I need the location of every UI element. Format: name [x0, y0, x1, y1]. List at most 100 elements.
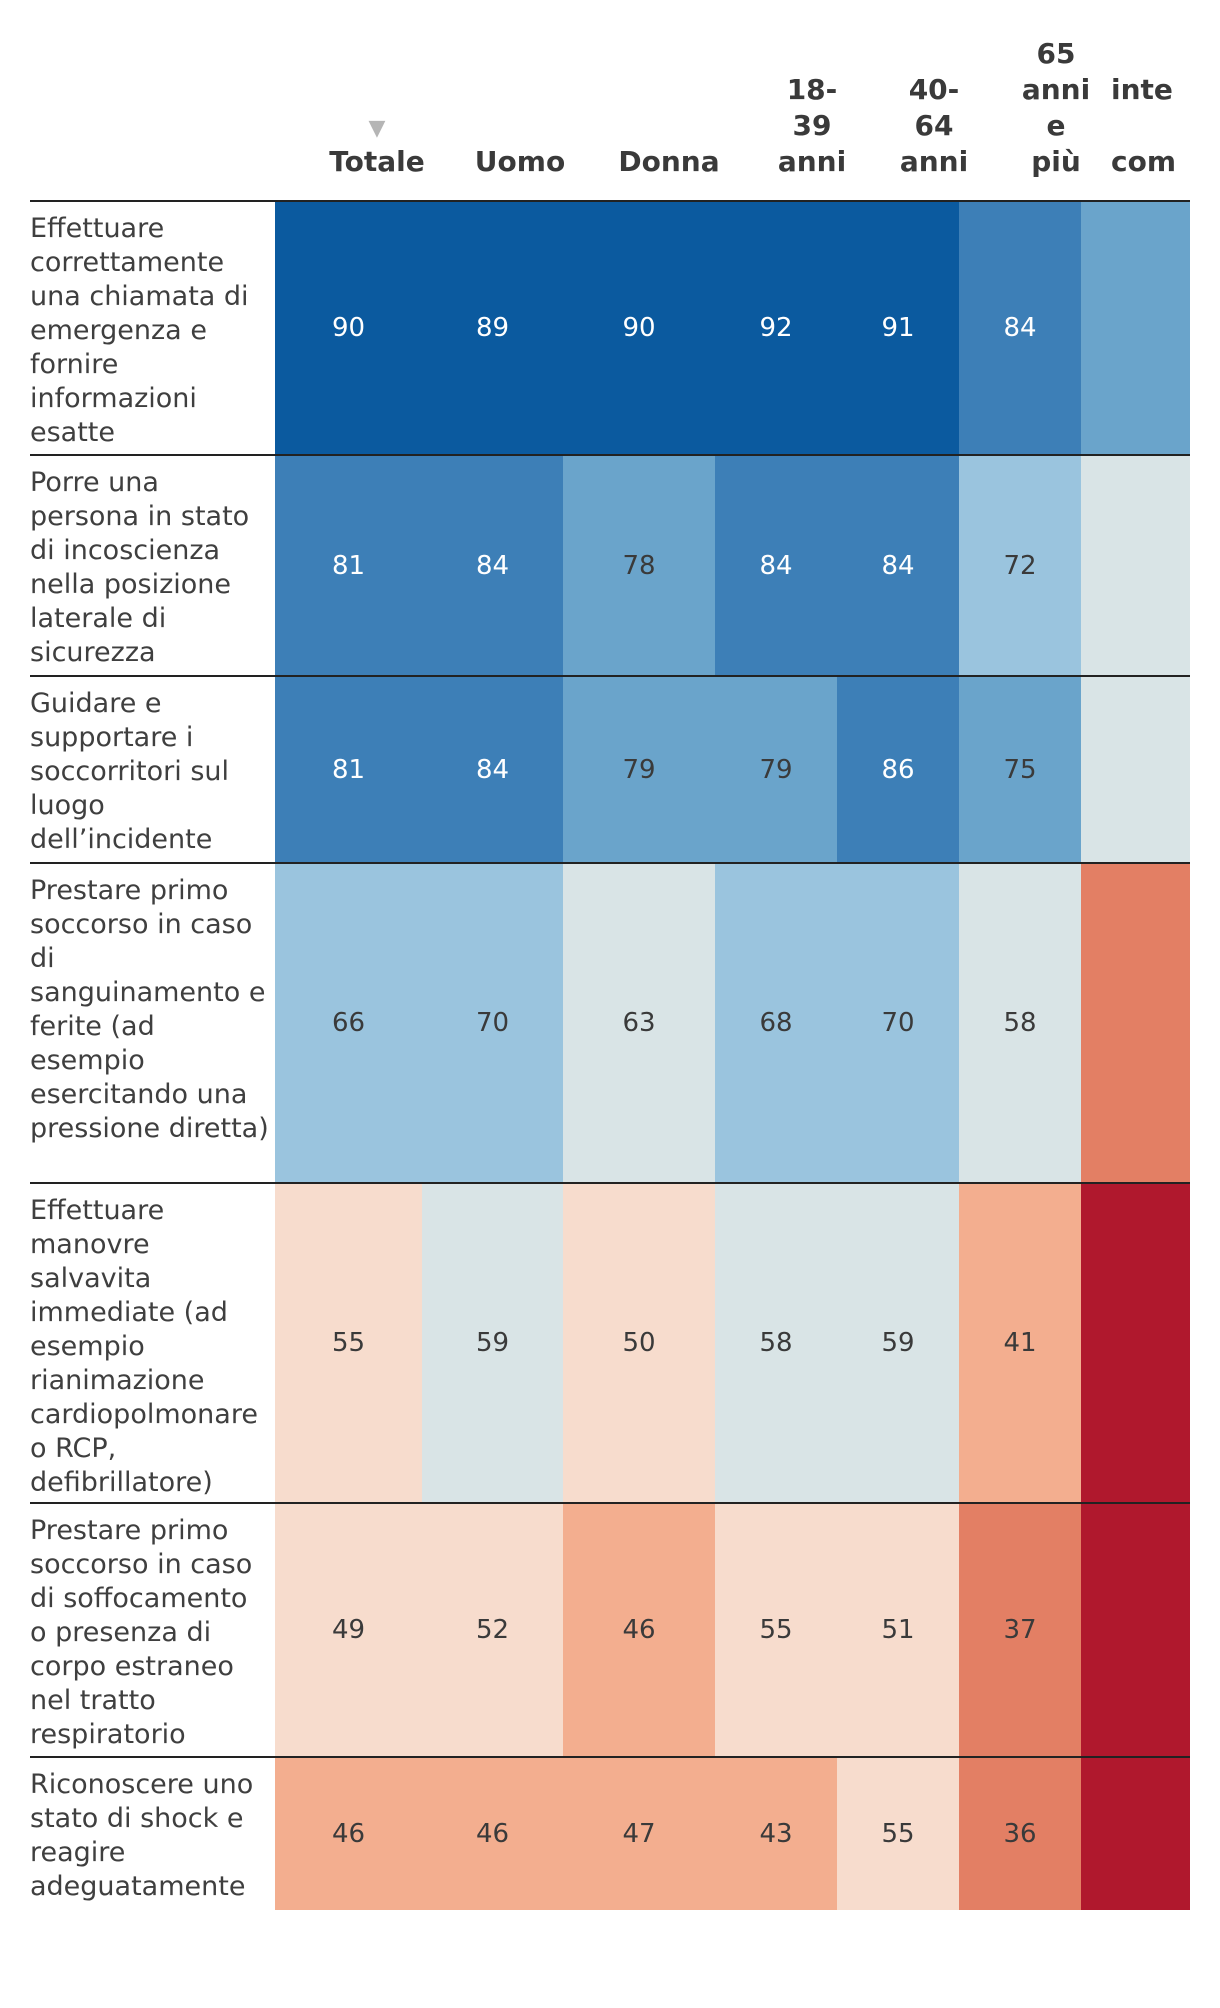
row-label: Prestare primo soccorso in caso di sangu… — [30, 875, 269, 1144]
row-label: Porre una persona in stato di incoscienz… — [30, 467, 250, 668]
column-header[interactable]: 65 anni e più — [1006, 0, 1106, 180]
cell-value: 43 — [759, 1819, 793, 1849]
cell-value: 84 — [759, 550, 793, 581]
cell-value: 46 — [622, 1615, 656, 1645]
column-header[interactable]: ▼ Totale — [307, 0, 447, 180]
row-label: Riconoscere uno stato di shock e reagire… — [30, 1769, 254, 1902]
row-divider — [30, 675, 1190, 677]
heatmap-cell: 78 — [563, 456, 715, 675]
cell-value: 84 — [475, 754, 510, 785]
heatmap-cell — [1081, 1504, 1190, 1756]
heatmap-cell: 46 — [563, 1504, 715, 1756]
heatmap-cell — [1081, 1758, 1190, 1910]
heatmap-cell: 81 — [275, 677, 422, 862]
heatmap-cell: 70 — [837, 864, 959, 1182]
row-divider — [30, 454, 1190, 456]
cell-value: 70 — [475, 1008, 510, 1038]
row-divider — [30, 1756, 1190, 1758]
heatmap-table: ▼ Totale Uomo Donna 18- 39 anni 40- 64 anni 65… — [30, 0, 1190, 1960]
row-divider — [30, 862, 1190, 864]
cell-value: 90 — [331, 313, 366, 343]
column-header-label: Uomo — [474, 145, 566, 178]
cell-value: 84 — [1003, 313, 1037, 343]
heatmap-cell: 81 — [275, 456, 422, 675]
heatmap-cell: 79 — [715, 677, 837, 862]
column-header-label: Donna — [618, 145, 720, 178]
heatmap-cell — [1081, 202, 1190, 454]
heatmap-cell: 58 — [959, 864, 1081, 1182]
cell-value: 81 — [331, 550, 366, 581]
heatmap-cell: 46 — [422, 1758, 563, 1910]
cell-value: 81 — [331, 754, 366, 785]
heatmap-cell: 51 — [837, 1504, 959, 1756]
column-header[interactable]: inte com — [1111, 0, 1190, 180]
heatmap-cell — [1081, 456, 1190, 675]
cell-value: 90 — [622, 313, 656, 343]
heatmap-cell: 79 — [563, 677, 715, 862]
heatmap-cell: 59 — [422, 1184, 563, 1502]
cell-value: 52 — [475, 1615, 510, 1645]
heatmap-cell: 41 — [959, 1184, 1081, 1502]
cell-value: 58 — [1003, 1008, 1037, 1038]
cell-value: 89 — [475, 313, 510, 343]
heatmap-cell: 90 — [275, 202, 422, 454]
heatmap-cell: 55 — [837, 1758, 959, 1910]
heatmap-cell: 47 — [563, 1758, 715, 1910]
heatmap-cell: 92 — [715, 202, 837, 454]
column-header[interactable]: Donna — [599, 0, 739, 180]
cell-value: 55 — [331, 1328, 366, 1358]
cell-value: 68 — [759, 1008, 793, 1038]
cell-value: 91 — [881, 313, 915, 343]
cell-value: 79 — [759, 754, 793, 785]
column-header[interactable]: Uomo — [450, 0, 590, 180]
cell-value: 41 — [1003, 1328, 1037, 1358]
row-label: Prestare primo soccorso in caso di soffo… — [30, 1515, 253, 1750]
column-header-label: Totale — [329, 145, 425, 178]
column-header-label: 18- 39 anni — [777, 73, 847, 178]
heatmap-cell: 72 — [959, 456, 1081, 675]
heatmap-cell: 84 — [422, 677, 563, 862]
column-header[interactable]: 40- 64 anni — [884, 0, 984, 180]
heatmap-cell: 50 — [563, 1184, 715, 1502]
row-label: Effettuare manovre salvavita immediate (… — [30, 1195, 258, 1498]
heatmap-cell: 86 — [837, 677, 959, 862]
cell-value: 79 — [622, 754, 656, 785]
heatmap-cell: 84 — [422, 456, 563, 675]
cell-value: 55 — [881, 1819, 915, 1849]
cell-value: 58 — [759, 1328, 793, 1358]
cell-value: 50 — [622, 1328, 656, 1358]
heatmap-cell: 63 — [563, 864, 715, 1182]
cell-value: 37 — [1003, 1615, 1037, 1645]
cell-value: 55 — [759, 1615, 793, 1645]
row-divider — [30, 1502, 1190, 1504]
cell-value: 86 — [881, 754, 915, 785]
row-label: Effettuare correttamente una chiamata di… — [30, 213, 249, 448]
heatmap-cell: 68 — [715, 864, 837, 1182]
heatmap-cell: 91 — [837, 202, 959, 454]
column-header-label: 65 anni e più — [1021, 37, 1091, 178]
row-divider — [30, 1182, 1190, 1184]
heatmap-cell: 90 — [563, 202, 715, 454]
cell-value: 59 — [881, 1328, 915, 1358]
cell-value: 47 — [622, 1819, 656, 1849]
heatmap-cell: 59 — [837, 1184, 959, 1502]
cell-value: 49 — [331, 1615, 366, 1645]
heatmap-cell: 37 — [959, 1504, 1081, 1756]
column-header-label: inte com — [1111, 73, 1177, 178]
heatmap-cell: 49 — [275, 1504, 422, 1756]
sort-descending-icon: ▼ — [368, 116, 386, 141]
heatmap-cell: 84 — [715, 456, 837, 675]
heatmap-cell: 75 — [959, 677, 1081, 862]
heatmap-cell: 70 — [422, 864, 563, 1182]
cell-value: 92 — [759, 313, 793, 343]
row-label: Guidare e supportare i soccorritori sul … — [30, 688, 229, 855]
cell-value: 59 — [475, 1328, 510, 1358]
heatmap-cell — [1081, 864, 1190, 1182]
heatmap-cell — [1081, 1184, 1190, 1502]
cell-value: 84 — [475, 550, 510, 581]
column-header[interactable]: 18- 39 anni — [762, 0, 862, 180]
heatmap-cell: 58 — [715, 1184, 837, 1502]
heatmap-cell: 84 — [959, 202, 1081, 454]
cell-value: 46 — [475, 1819, 510, 1849]
heatmap-cell: 55 — [275, 1184, 422, 1502]
